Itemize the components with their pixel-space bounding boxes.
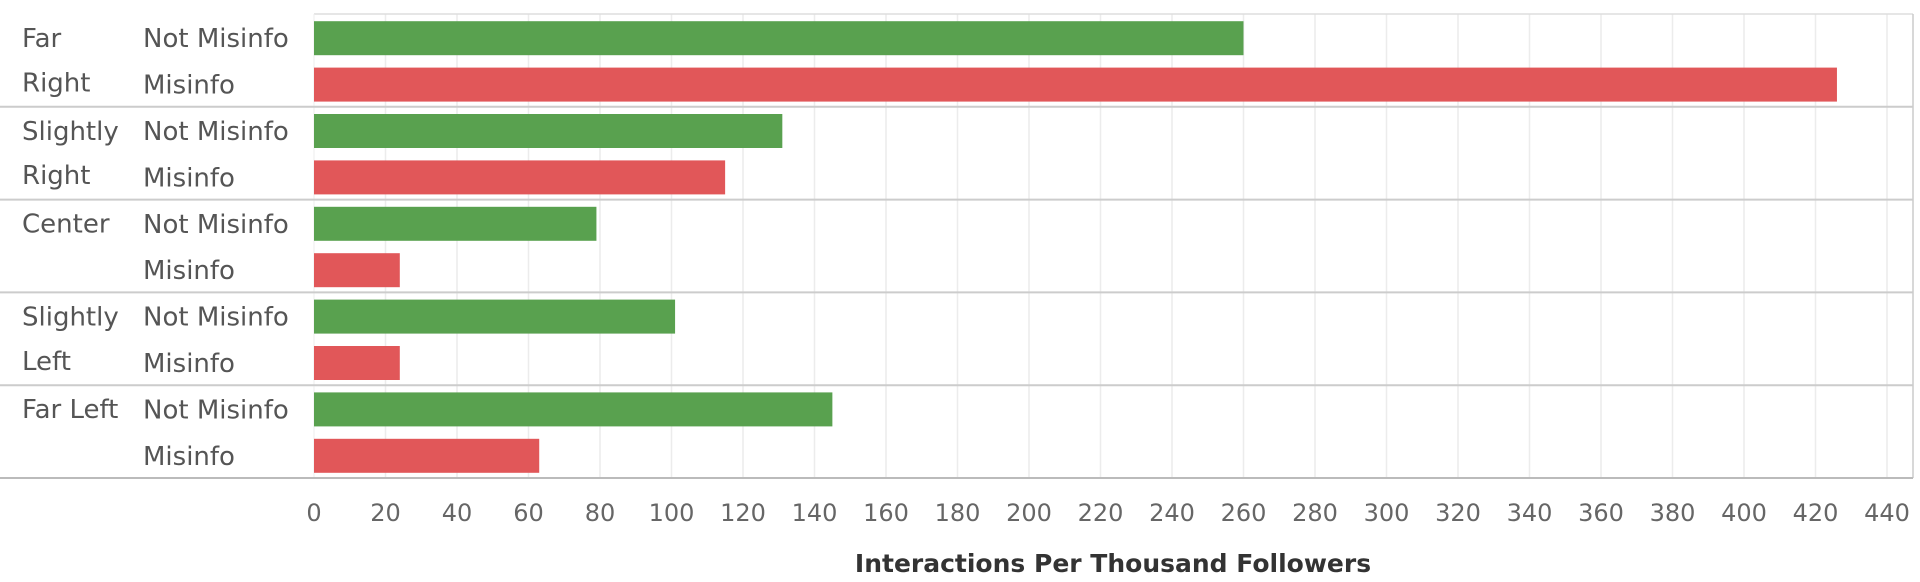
row-label: Misinfo bbox=[143, 442, 235, 472]
x-tick-label: 280 bbox=[1292, 499, 1338, 527]
row-label: Misinfo bbox=[143, 71, 235, 101]
misinfo-bar bbox=[314, 67, 1837, 102]
x-tick-label: 420 bbox=[1793, 499, 1839, 527]
bars bbox=[314, 21, 1837, 473]
x-tick-label: 400 bbox=[1721, 499, 1767, 527]
not-misinfo-bar bbox=[314, 114, 783, 148]
row-label: Not Misinfo bbox=[143, 303, 289, 333]
x-tick-label: 180 bbox=[935, 499, 981, 527]
misinfo-bar bbox=[314, 253, 400, 288]
x-tick-label: 300 bbox=[1364, 499, 1410, 527]
row-label: Misinfo bbox=[143, 256, 235, 286]
x-tick-label: 80 bbox=[585, 499, 616, 527]
row-label: Misinfo bbox=[143, 349, 235, 379]
x-tick-label: 140 bbox=[792, 499, 838, 527]
x-tick-label: 40 bbox=[442, 499, 473, 527]
x-tick-label: 440 bbox=[1864, 499, 1910, 527]
not-misinfo-bar bbox=[314, 392, 833, 427]
x-tick-label: 0 bbox=[306, 499, 321, 527]
row-label: Not Misinfo bbox=[143, 24, 289, 54]
x-tick-label: 100 bbox=[649, 499, 695, 527]
row-label: Misinfo bbox=[143, 163, 235, 193]
x-axis-title: Interactions Per Thousand Followers bbox=[855, 549, 1371, 578]
misinfo-bar bbox=[314, 346, 400, 380]
group-label: Center bbox=[22, 210, 110, 240]
group-label: Slightly Left bbox=[22, 302, 119, 376]
x-tick-label: 360 bbox=[1578, 499, 1624, 527]
x-tick-label: 160 bbox=[863, 499, 909, 527]
row-label: Not Misinfo bbox=[143, 395, 289, 425]
misinfo-bar bbox=[314, 438, 540, 473]
x-tick-label: 240 bbox=[1149, 499, 1195, 527]
not-misinfo-bar bbox=[314, 206, 597, 241]
group-label: Far Right bbox=[22, 24, 90, 98]
x-tick-label: 200 bbox=[1006, 499, 1052, 527]
row-label: Not Misinfo bbox=[143, 210, 289, 240]
x-tick-label: 340 bbox=[1507, 499, 1553, 527]
x-tick-label: 380 bbox=[1650, 499, 1696, 527]
x-axis-ticks: 0 20 40 60 80 100 120 140 160 180 200 220 240 260 280 3… bbox=[306, 499, 1910, 527]
x-tick-label: 220 bbox=[1078, 499, 1124, 527]
not-misinfo-bar bbox=[314, 299, 676, 334]
row-labels: Far Right Not Misinfo Misinfo Slightly Right N… bbox=[22, 24, 289, 472]
x-tick-label: 260 bbox=[1221, 499, 1267, 527]
x-tick-label: 60 bbox=[513, 499, 544, 527]
group-label: Far Left bbox=[22, 395, 118, 425]
x-tick-label: 20 bbox=[370, 499, 401, 527]
x-tick-label: 320 bbox=[1435, 499, 1481, 527]
x-tick-label: 120 bbox=[720, 499, 766, 527]
not-misinfo-bar bbox=[314, 21, 1244, 56]
row-label: Not Misinfo bbox=[143, 117, 289, 147]
group-label: Slightly Right bbox=[22, 117, 119, 191]
misinfo-bar bbox=[314, 160, 726, 195]
